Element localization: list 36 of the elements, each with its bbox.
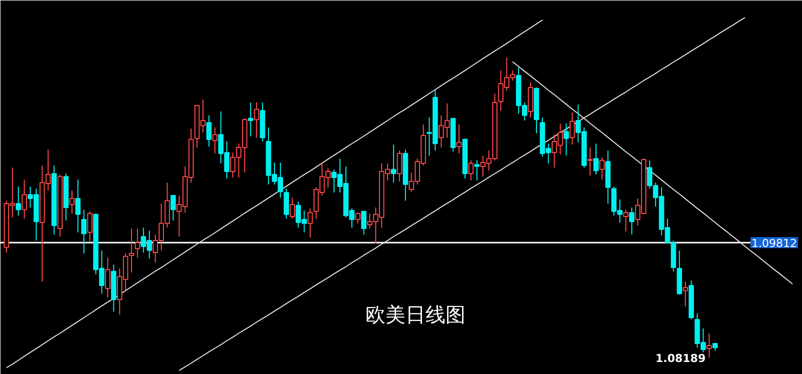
- candlestick: [290, 197, 295, 220]
- candlestick: [16, 186, 22, 216]
- candlestick: [170, 195, 176, 221]
- candlestick: [105, 257, 110, 298]
- candlestick: [87, 210, 92, 242]
- candlestick: [593, 143, 599, 176]
- candlestick: [69, 190, 75, 214]
- candlestick: [248, 102, 254, 137]
- candlestick: [254, 102, 260, 138]
- candlestick: [570, 112, 575, 146]
- candlestick: [81, 209, 87, 254]
- candlestick: [206, 114, 212, 148]
- candlestick: [468, 160, 474, 182]
- candlestick: [456, 124, 462, 154]
- candlestick: [361, 210, 366, 236]
- annotation: 1.09812: [752, 237, 797, 250]
- candlestick: [284, 188, 289, 220]
- candlestick: [134, 228, 140, 258]
- candlestick: [22, 179, 27, 220]
- candlestick: [212, 126, 218, 154]
- candlestick: [396, 150, 402, 182]
- candlestick: [599, 156, 605, 180]
- candlestick: [128, 228, 134, 274]
- candlestick: [355, 212, 360, 224]
- candlestick: [587, 147, 593, 176]
- text: 欧美日线图: [366, 302, 466, 326]
- annotation: 1.08189: [656, 352, 706, 366]
- candlestick: [474, 160, 480, 182]
- candlestick: [682, 281, 688, 308]
- candlestick: [629, 207, 634, 236]
- candlestick: [390, 144, 396, 184]
- candlestick: [623, 209, 628, 232]
- candlestick: [308, 208, 313, 238]
- candlestick: [706, 333, 712, 358]
- candlestick: [564, 123, 569, 156]
- candlestick: [75, 179, 81, 233]
